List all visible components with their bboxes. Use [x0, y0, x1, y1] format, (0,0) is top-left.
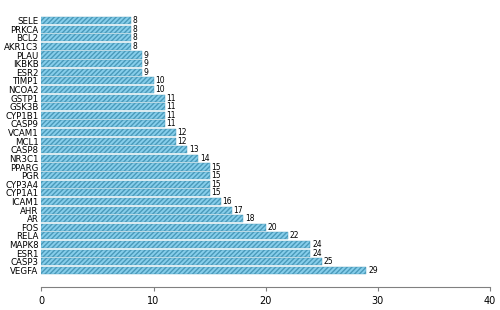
- Bar: [42, 181, 209, 188]
- Bar: [42, 215, 243, 222]
- Text: 8: 8: [133, 42, 138, 51]
- Bar: [42, 43, 131, 50]
- Bar: [42, 129, 176, 136]
- Bar: [42, 241, 310, 248]
- Text: 9: 9: [144, 51, 149, 60]
- Bar: [42, 95, 164, 102]
- Text: 11: 11: [166, 111, 176, 120]
- Bar: [42, 163, 209, 170]
- Text: 15: 15: [211, 188, 221, 197]
- Bar: [42, 172, 209, 179]
- Bar: [42, 146, 187, 153]
- Text: 12: 12: [178, 137, 187, 146]
- Bar: [42, 250, 310, 257]
- Text: 9: 9: [144, 68, 149, 77]
- Text: 11: 11: [166, 119, 176, 128]
- Text: 15: 15: [211, 180, 221, 189]
- Bar: [42, 60, 142, 67]
- Bar: [42, 155, 198, 162]
- Text: 8: 8: [133, 16, 138, 25]
- Text: 8: 8: [133, 25, 138, 34]
- Text: 24: 24: [312, 240, 322, 249]
- Text: 9: 9: [144, 59, 149, 68]
- Text: 22: 22: [290, 232, 299, 241]
- Text: 13: 13: [189, 145, 198, 154]
- Bar: [42, 138, 176, 145]
- Bar: [42, 17, 131, 24]
- Bar: [42, 224, 266, 231]
- Text: 10: 10: [155, 85, 165, 94]
- Bar: [42, 258, 322, 265]
- Text: 20: 20: [268, 223, 277, 232]
- Text: 24: 24: [312, 249, 322, 258]
- Text: 15: 15: [211, 171, 221, 180]
- Bar: [42, 26, 131, 33]
- Text: 10: 10: [155, 76, 165, 85]
- Bar: [42, 34, 131, 41]
- Bar: [42, 232, 288, 240]
- Bar: [42, 103, 164, 110]
- Text: 11: 11: [166, 102, 176, 111]
- Text: 25: 25: [324, 257, 333, 266]
- Bar: [42, 120, 164, 127]
- Bar: [42, 112, 164, 119]
- Text: 12: 12: [178, 128, 187, 137]
- Bar: [42, 69, 142, 76]
- Bar: [42, 77, 154, 84]
- Text: 16: 16: [222, 197, 232, 206]
- Text: 18: 18: [245, 214, 254, 223]
- Bar: [42, 206, 232, 214]
- Text: 15: 15: [211, 162, 221, 171]
- Bar: [42, 267, 366, 274]
- Text: 14: 14: [200, 154, 209, 163]
- Text: 11: 11: [166, 94, 176, 103]
- Text: 29: 29: [368, 266, 378, 275]
- Bar: [42, 86, 154, 93]
- Text: 8: 8: [133, 33, 138, 42]
- Text: 17: 17: [234, 206, 243, 215]
- Bar: [42, 189, 209, 197]
- Bar: [42, 198, 221, 205]
- Bar: [42, 51, 142, 59]
